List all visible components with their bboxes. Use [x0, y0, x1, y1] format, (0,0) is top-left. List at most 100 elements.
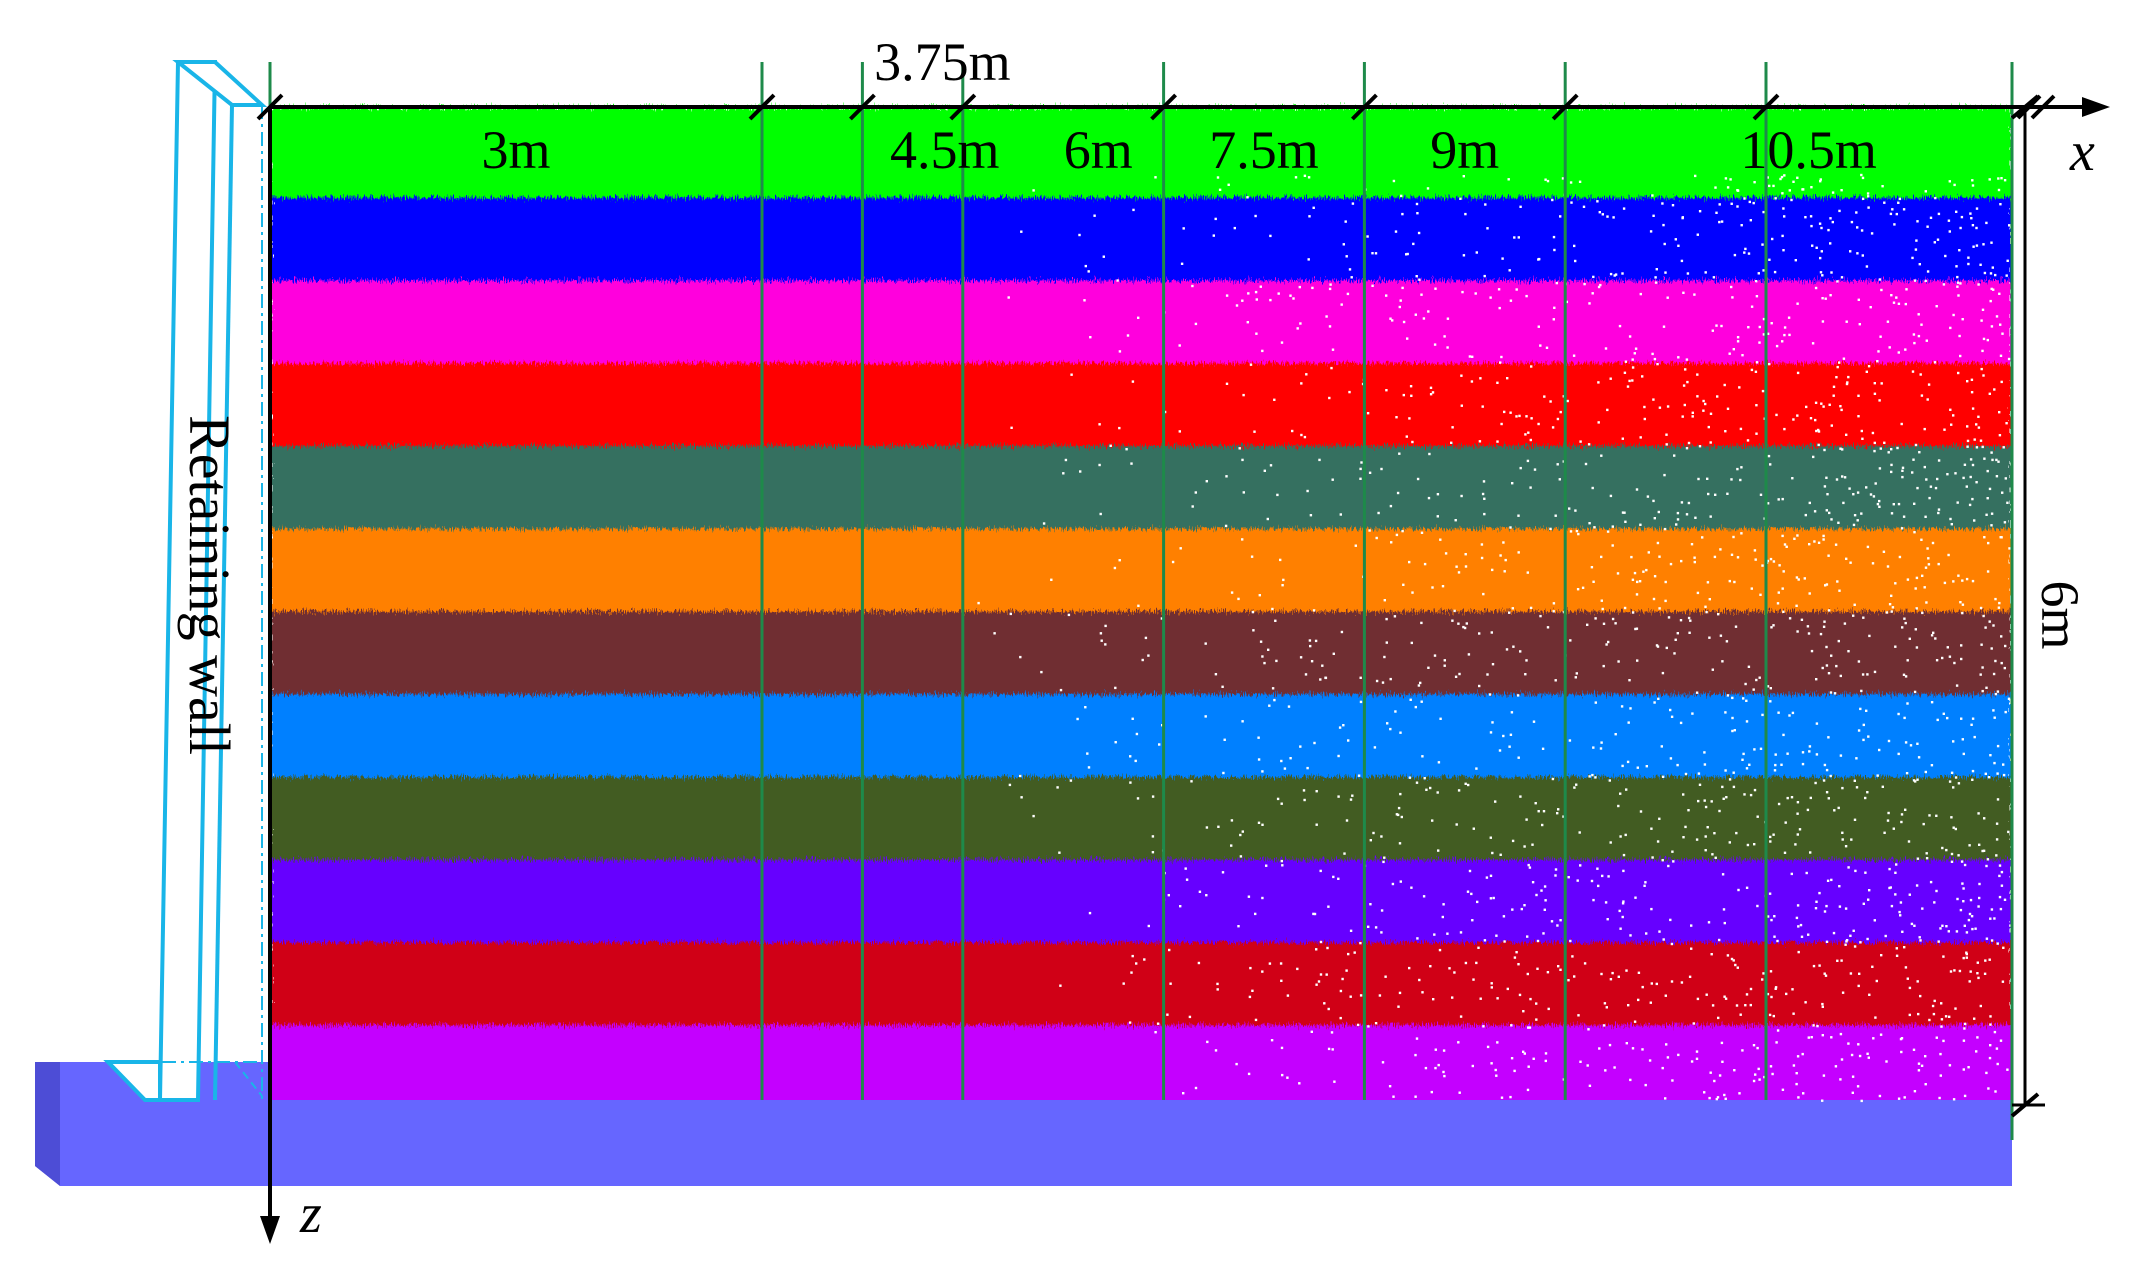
particle-dot [1959, 282, 1962, 285]
particle-dot [2001, 980, 2005, 983]
particle-dot [1630, 555, 1633, 559]
particle-dot [1855, 786, 1859, 789]
x-axis-end-tick-1 [2016, 94, 2042, 120]
particle-dot [1598, 211, 1601, 214]
particle-dot [1669, 918, 1672, 922]
particle-dot [1968, 503, 1972, 507]
particle-dot [1963, 1094, 1967, 1098]
particle-dot [1433, 654, 1437, 657]
particle-dot [1959, 601, 1962, 604]
particle-dot [1257, 821, 1261, 824]
particle-dot [1992, 288, 1995, 291]
particle-dot [1366, 235, 1369, 238]
particle-dot [1642, 570, 1645, 573]
particle-dot [1410, 394, 1413, 397]
particle-dot [1230, 819, 1234, 822]
particle-dot [1562, 815, 1565, 818]
particle-dot [1900, 422, 1903, 426]
particle-dot [1486, 673, 1489, 676]
particle-dot [1674, 638, 1677, 641]
particle-dot [1783, 215, 1786, 218]
particle-dot [1100, 639, 1103, 642]
particle-dot [1619, 835, 1622, 838]
particle-dot [1417, 684, 1421, 687]
particle-dot [1515, 288, 1518, 291]
particle-dot [1990, 647, 1993, 650]
particle-dot [1557, 965, 1560, 968]
particle-dot [1491, 721, 1494, 724]
particle-dot [1926, 225, 1929, 228]
particle-dot [1056, 786, 1059, 789]
particle-dot [1537, 810, 1540, 813]
particle-dot [1817, 443, 1820, 447]
particle-dot [1711, 668, 1714, 671]
particle-dot [1552, 610, 1555, 613]
particle-dot [1544, 178, 1547, 181]
particle-dot [1796, 801, 1800, 804]
particle-dot [1826, 879, 1830, 882]
particle-dot [1970, 723, 1973, 726]
particle-dot [1638, 580, 1642, 583]
particle-dot [1281, 584, 1284, 587]
particle-dot [1479, 377, 1482, 380]
particle-dot [1526, 935, 1529, 938]
particle-dot [1241, 458, 1244, 462]
particle-dot [1775, 413, 1778, 417]
particle-dot [1247, 292, 1250, 295]
particle-dot [2006, 1068, 2009, 1071]
particle-dot [1885, 1060, 1888, 1063]
section-label-5: 7.5m [1209, 120, 1319, 180]
particle-dot [2008, 547, 2011, 550]
particle-dot [1880, 382, 1883, 385]
particle-dot [1598, 1047, 1601, 1050]
particle-dot [1744, 682, 1747, 686]
particle-dot [1962, 1039, 1966, 1042]
particle-dot [1801, 188, 1804, 191]
particle-dot [1098, 423, 1101, 426]
particle-dot [1280, 759, 1283, 763]
particle-dot [1682, 836, 1685, 839]
particle-dot [1665, 443, 1668, 446]
particle-dot [1939, 1052, 1942, 1056]
particle-dot [1458, 1091, 1461, 1094]
particle-dot [1775, 1041, 1778, 1044]
particle-dot [1977, 812, 1980, 815]
particle-dot [1971, 497, 1974, 501]
particle-dot [1042, 522, 1046, 525]
particle-dot [1430, 1090, 1433, 1094]
particle-dot [1821, 297, 1824, 300]
particle-dot [1985, 864, 1988, 868]
particle-dot [1977, 415, 1980, 418]
particle-dot [2009, 924, 2012, 927]
particle-dot [1574, 509, 1577, 512]
particle-dot [1895, 863, 1898, 866]
particle-dot [1399, 731, 1402, 734]
particle-dot [1796, 414, 1799, 417]
particle-dot [1410, 886, 1413, 889]
particle-dot [1470, 892, 1473, 896]
particle-dot [1349, 995, 1352, 998]
particle-dot [1666, 405, 1670, 408]
particle-dot [1395, 813, 1399, 816]
particle-dot [1457, 789, 1461, 792]
particle-dot [1414, 1053, 1417, 1057]
particle-dot [1221, 871, 1225, 874]
particle-dot [1769, 687, 1772, 690]
particle-dot [1319, 869, 1322, 873]
particle-dot [1178, 430, 1181, 433]
particle-dot [1438, 948, 1442, 952]
particle-dot [1741, 354, 1744, 357]
particle-dot [1214, 1049, 1218, 1052]
particle-dot [1904, 675, 1908, 678]
particle-dot [1623, 511, 1626, 514]
particle-dot [1878, 505, 1881, 508]
particle-dot [1446, 932, 1449, 935]
particle-dot [1983, 536, 1986, 539]
particle-dot [1852, 929, 1855, 932]
particle-dot [1171, 560, 1175, 564]
particle-dot [1371, 252, 1374, 255]
particle-dot [1994, 692, 1998, 696]
particle-dot [1740, 466, 1743, 469]
particle-dot [1730, 553, 1734, 556]
particle-dot [1289, 757, 1292, 760]
